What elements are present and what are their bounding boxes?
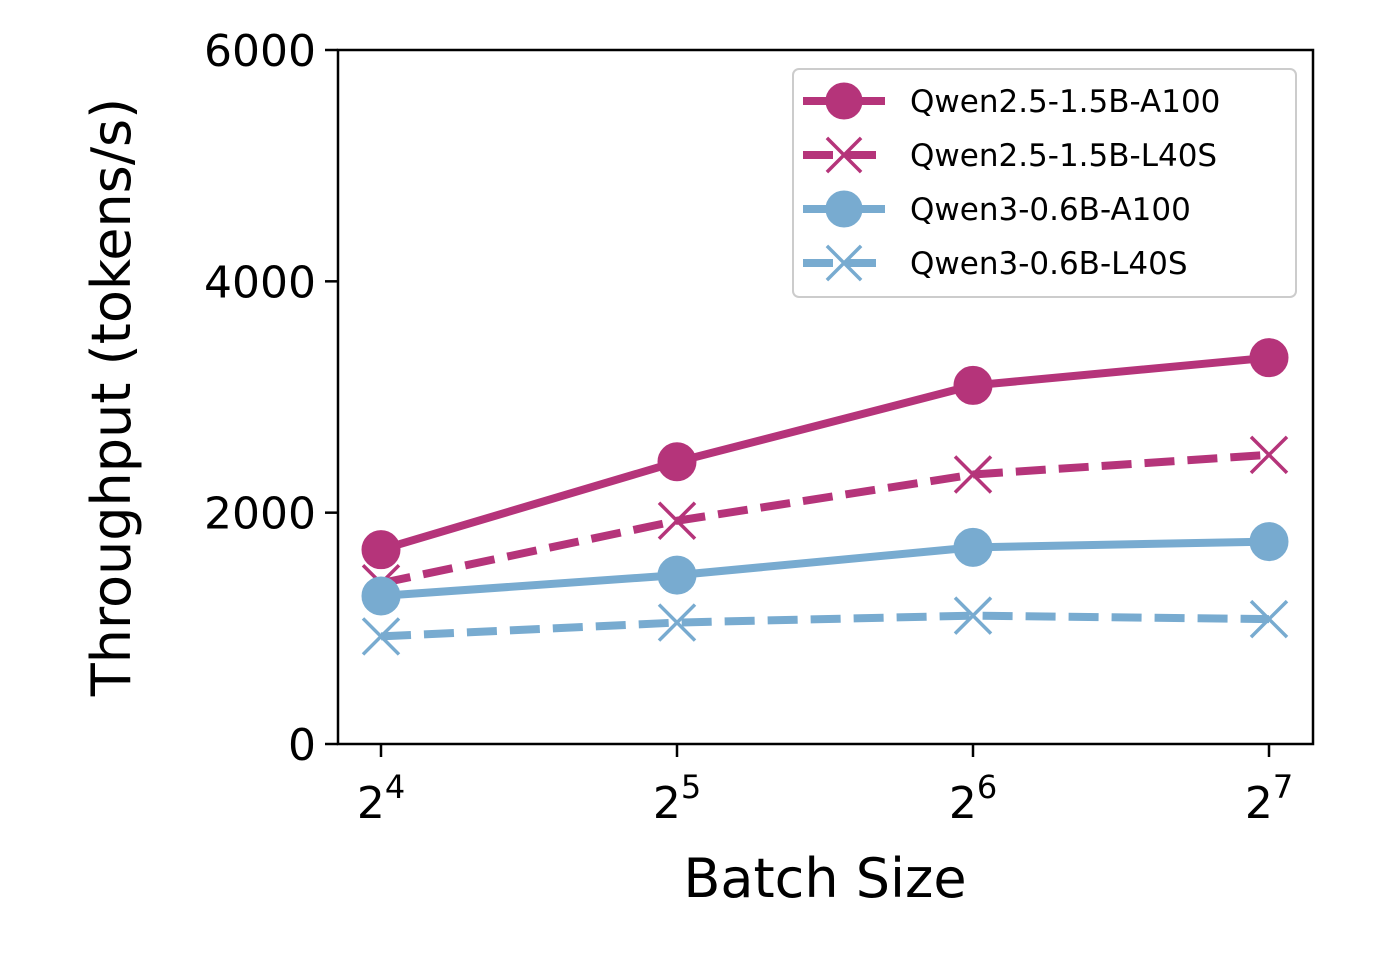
- data-point: [657, 501, 697, 541]
- series-Qwen2.5-1.5B-A100: [361, 338, 1289, 570]
- y-tick-label: 4000: [204, 257, 316, 308]
- plot-frame: [336, 48, 1315, 746]
- series-line: [380, 537, 1270, 600]
- data-point: [361, 617, 401, 656]
- data-point: [657, 603, 697, 642]
- x-tick-exponent: 6: [977, 768, 997, 806]
- x-axis: 24 25 26 27: [357, 744, 1293, 829]
- x-tick-base: 2: [949, 778, 977, 829]
- data-point: [657, 555, 697, 595]
- data-point: [953, 527, 993, 567]
- series-line: [379, 353, 1270, 554]
- x-tick-label: 24: [357, 768, 405, 829]
- x-tick-base: 2: [357, 778, 385, 829]
- y-tick-label: 0: [288, 720, 316, 771]
- x-tick-label: 25: [653, 768, 701, 829]
- series-line: [380, 611, 1270, 641]
- x-tick-base: 2: [653, 778, 681, 829]
- y-axis: 0 2000 4000 6000: [204, 26, 338, 771]
- legend-box: [792, 68, 1297, 298]
- legend-marker: [825, 190, 863, 228]
- data-point: [361, 530, 401, 570]
- data-point: [953, 365, 993, 405]
- legend-marker: [825, 136, 863, 174]
- x-tick-label: 27: [1245, 768, 1293, 829]
- legend-label: Qwen3-0.6B-A100: [910, 192, 1191, 228]
- x-axis-label: Batch Size: [683, 847, 966, 910]
- x-tick-base: 2: [1245, 778, 1273, 829]
- x-tick-exponent: 4: [385, 768, 405, 806]
- legend-label: Qwen3-0.6B-L40S: [910, 246, 1188, 282]
- x-tick-label: 26: [949, 768, 997, 829]
- data-point: [657, 442, 697, 482]
- legend: Qwen2.5-1.5B-A100 Qwen2.5-1.5B-L40S Qwen3-…: [792, 68, 1297, 298]
- y-tick-label: 6000: [204, 26, 316, 77]
- data-point: [1249, 599, 1289, 639]
- legend-label: Qwen2.5-1.5B-L40S: [910, 138, 1217, 174]
- series-Qwen3-0.6B-A100: [361, 522, 1289, 616]
- y-axis-label: Throughput (tokens/s): [80, 98, 143, 697]
- data-point: [953, 596, 993, 635]
- x-tick-exponent: 5: [681, 768, 701, 806]
- data-point: [1249, 522, 1289, 562]
- x-tick-exponent: 7: [1273, 768, 1293, 806]
- data-point: [361, 576, 401, 616]
- legend-label: Qwen2.5-1.5B-A100: [910, 84, 1220, 120]
- legend-marker: [825, 244, 863, 282]
- legend-marker: [825, 82, 863, 120]
- data-point: [1249, 338, 1289, 378]
- data-point: [1249, 435, 1289, 475]
- series-layer: [361, 338, 1289, 656]
- data-point: [953, 455, 993, 494]
- series-line: [380, 450, 1270, 588]
- series-Qwen3-0.6B-L40S: [361, 596, 1289, 656]
- y-tick-label: 2000: [204, 489, 316, 540]
